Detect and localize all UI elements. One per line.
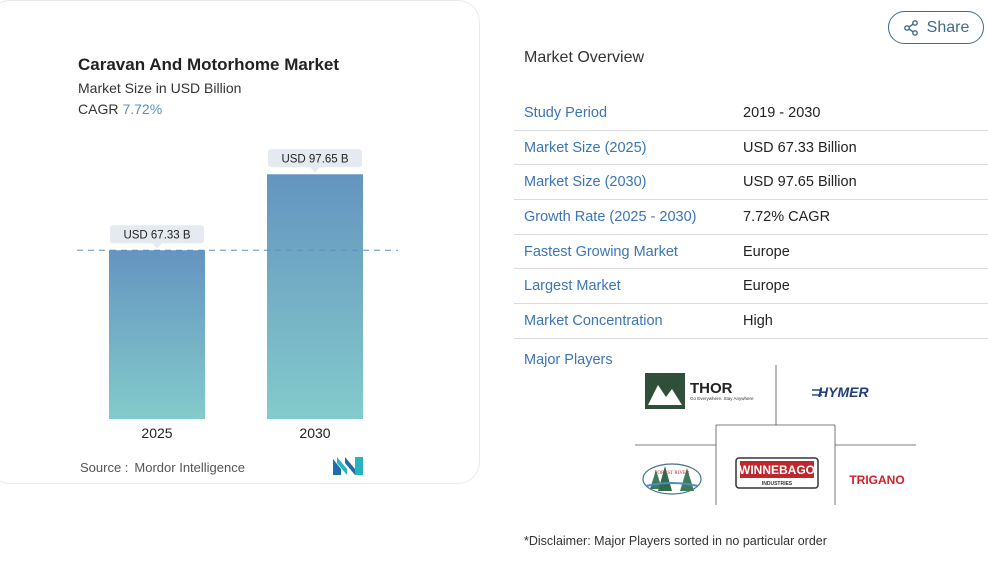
overview-row: Study Period 2019 - 2030 <box>514 96 988 131</box>
data-label-bg <box>110 225 204 244</box>
overview-value: Europe <box>743 243 790 260</box>
overview-row: Fastest Growing Market Europe <box>514 235 988 270</box>
overview-title: Market Overview <box>524 49 645 66</box>
chart-cagr: CAGR 7.72% <box>78 101 162 117</box>
winnebago-name: WINNEBAGO <box>739 463 815 477</box>
x-tick-label: 2025 <box>141 425 172 441</box>
overview-key: Fastest Growing Market <box>524 243 678 260</box>
mordor-logo-icon <box>333 457 363 475</box>
overview-key: Growth Rate (2025 - 2030) <box>524 208 697 225</box>
overview-key: Market Size (2025) <box>524 139 647 156</box>
chart-card <box>0 0 480 484</box>
overview-row: Growth Rate (2025 - 2030) 7.72% CAGR <box>514 200 988 235</box>
thor-tagline: Go Everywhere. Stay Anywhere <box>690 396 754 401</box>
overview-key: Market Concentration <box>524 312 663 329</box>
data-label-pointer <box>152 243 162 249</box>
hymer-logo: HYMER <box>812 384 869 400</box>
overview-table: Study Period 2019 - 2030 Market Size (2025… <box>514 96 988 339</box>
data-label: USD 67.33 B <box>123 229 190 241</box>
overview-value: USD 97.65 Billion <box>743 174 857 191</box>
forest-river-name: FOREST RIVER <box>655 471 690 476</box>
x-tick-label: 2030 <box>299 425 330 441</box>
overview-value: High <box>743 312 773 329</box>
bar-2025 <box>109 250 205 419</box>
overview-value: 2019 - 2030 <box>743 104 821 121</box>
cagr-value: 7.72% <box>122 101 163 117</box>
data-label-pointer <box>310 167 320 173</box>
cagr-label: CAGR <box>78 101 119 117</box>
overview-row: Market Size (2025) USD 67.33 Billion <box>514 131 988 166</box>
forest-river-logo: FOREST RIVER <box>642 463 702 495</box>
thor-logo: THOR Go Everywhere. Stay Anywhere <box>645 373 754 409</box>
chart-subtitle: Market Size in USD Billion <box>78 80 242 96</box>
share-label: Share <box>926 18 970 36</box>
overview-value: Europe <box>743 278 790 295</box>
data-label-bg <box>268 149 362 168</box>
thor-name: THOR <box>690 380 733 397</box>
overview-row: Market Size (2030) USD 97.65 Billion <box>514 165 988 201</box>
winnebago-logo: WINNEBAGO INDUSTRIES <box>735 457 819 489</box>
overview-value: USD 67.33 Billion <box>743 139 857 156</box>
overview-value: 7.72% CAGR <box>743 208 831 225</box>
disclaimer: *Disclaimer: Major Players sorted in no … <box>524 534 827 548</box>
source-line: Source : Mordor Intelligence <box>80 460 245 475</box>
trigano-logo: TRIGANO <box>849 473 904 487</box>
source-label: Source : <box>80 460 129 475</box>
bar-chart: USD 67.33 B 2025 USD 97.65 B 2030 <box>77 149 398 441</box>
overview-row: Market Concentration High <box>514 304 988 339</box>
source-value: Mordor Intelligence <box>134 460 245 475</box>
overview-key: Study Period <box>524 104 608 121</box>
winnebago-sub: INDUSTRIES <box>762 481 793 487</box>
major-players-label: Major Players <box>524 352 613 368</box>
overview-row: Largest Market Europe <box>514 269 988 305</box>
hymer-name: HYMER <box>818 384 869 400</box>
data-label: USD 97.65 B <box>281 153 348 165</box>
bar-2030 <box>267 174 363 419</box>
overview-key: Largest Market <box>524 278 621 295</box>
overview-key: Market Size (2030) <box>524 174 647 191</box>
trigano-name: TRIGANO <box>849 473 904 487</box>
chart-title: Caravan And Motorhome Market <box>78 55 340 74</box>
share-button[interactable]: Share <box>888 11 984 44</box>
share-icon <box>903 19 918 36</box>
